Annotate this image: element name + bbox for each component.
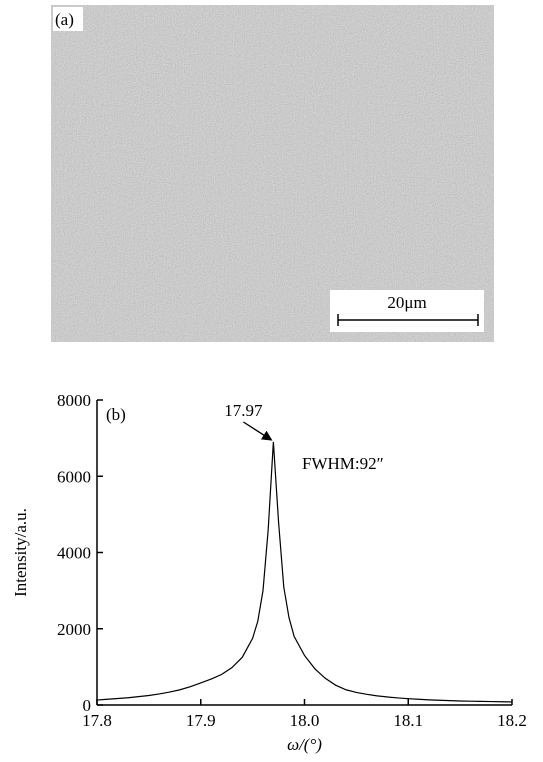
scale-bar-label: 20μm [387, 293, 426, 312]
x-tick-label: 18.0 [290, 711, 320, 730]
micrograph [51, 5, 494, 342]
x-tick-label: 17.8 [82, 711, 112, 730]
x-tick-label: 18.1 [393, 711, 423, 730]
peak-arrow [243, 421, 273, 441]
x-tick-label: 18.2 [497, 711, 527, 730]
y-tick-label: 8000 [57, 391, 91, 410]
panel-label: (a) [55, 10, 74, 29]
x-axis-label: ω/(°) [287, 735, 322, 754]
peak-label: 17.97 [224, 401, 263, 420]
y-tick-label: 4000 [57, 544, 91, 563]
y-tick-label: 6000 [57, 467, 91, 486]
y-tick-label: 2000 [57, 620, 91, 639]
data-line [96, 441, 513, 703]
scale-bar [337, 314, 479, 326]
y-tick-label: 0 [83, 696, 92, 715]
y-axis-label: Intensity/a.u. [11, 508, 30, 597]
x-tick-label: 17.9 [186, 711, 216, 730]
label-box [53, 7, 83, 31]
panel-label: (b) [106, 405, 126, 424]
scale-bar-box [330, 290, 484, 332]
fwhm-label: FWHM:92″ [302, 454, 384, 473]
